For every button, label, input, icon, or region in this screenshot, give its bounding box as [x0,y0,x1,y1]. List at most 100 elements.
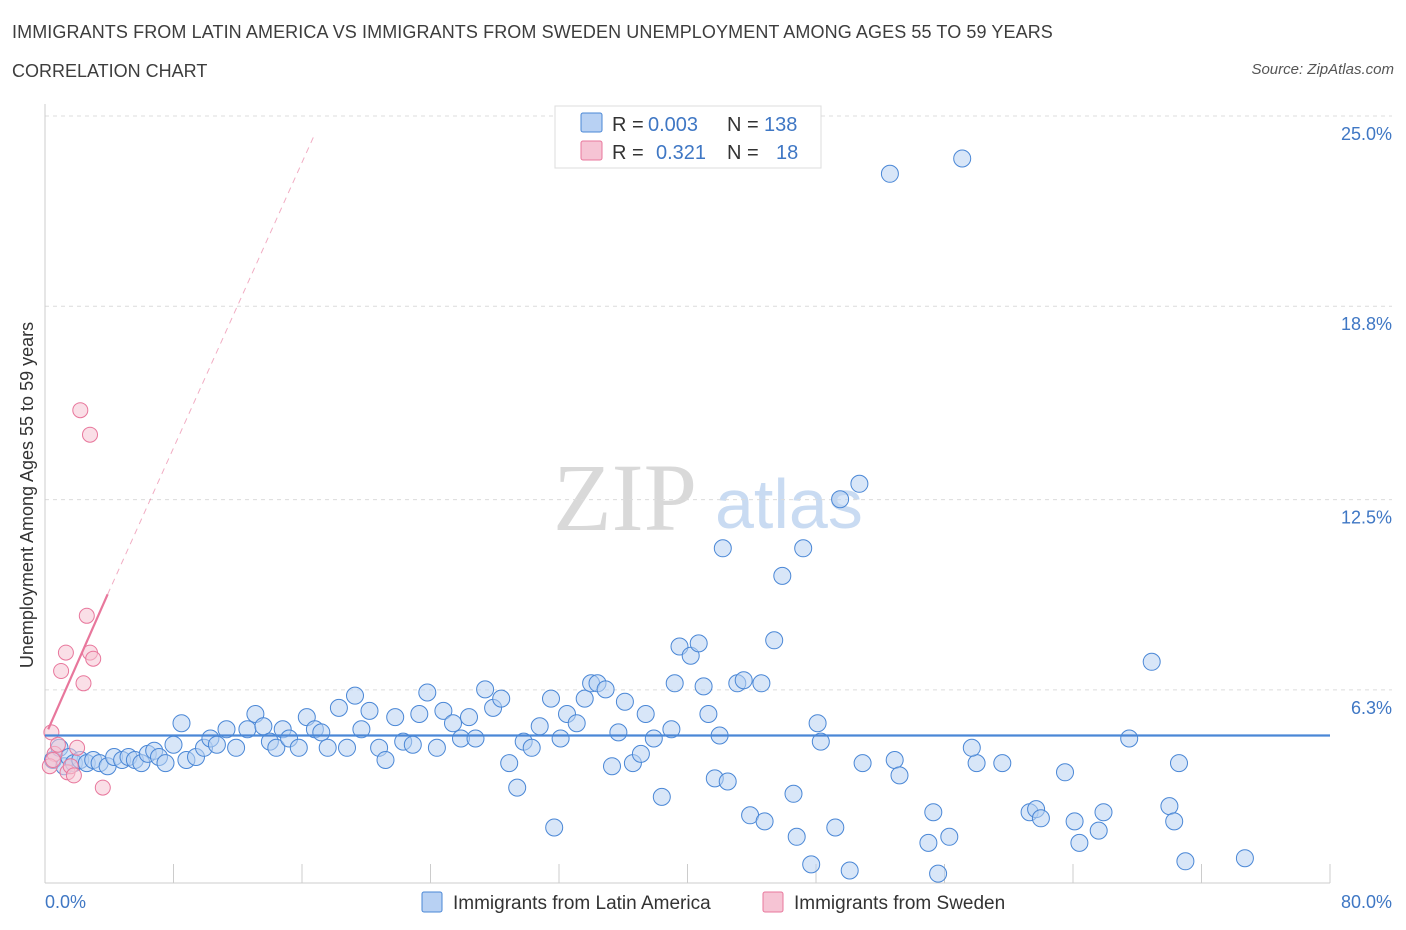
legend-r-value-2: 0.321 [656,142,706,164]
latin-america-point-135 [713,539,732,558]
series-sweden [41,402,111,796]
legend-r-label-2: R = [612,142,644,164]
latin-america-point-75 [609,723,628,742]
latin-america-point-51 [418,683,437,702]
sweden-point-11 [78,607,95,624]
legend-swatch-sweden [580,140,603,161]
latin-america-point-96 [755,812,774,831]
latin-america-point-47 [386,708,405,727]
latin-america-point-70 [575,689,594,708]
latin-america-point-65 [530,717,549,736]
latin-america-point-100 [787,827,806,846]
latin-america-point-79 [636,705,655,723]
latin-america-point-54 [444,714,462,733]
latin-america-point-121 [1031,809,1050,828]
latin-america-point-97 [765,631,784,650]
latin-america-point-61 [500,754,519,773]
latin-america-point-126 [1094,803,1113,822]
latin-america-point-74 [603,757,621,776]
source-label: Source: ZipAtlas.com [1251,61,1394,78]
latin-america-point-127 [1120,729,1139,748]
latin-america-point-107 [850,474,869,493]
x-tick-label-0: 0.0% [45,892,86,912]
watermark-zip: ZIP [553,444,697,551]
latin-america-point-81 [652,787,671,806]
bottom-legend-label-latin-america: Immigrants from Latin America [453,893,711,914]
latin-america-point-106 [840,861,859,880]
bottom-legend-swatch-sweden [762,891,784,913]
latin-america-point-50 [410,705,429,723]
latin-america-point-26 [217,720,236,739]
legend-n-label-1: N = [727,114,759,136]
latin-america-point-102 [808,714,827,733]
latin-america-point-93 [734,671,753,690]
latin-america-point-129 [1160,797,1179,816]
latin-america-point-131 [1170,754,1188,773]
series-latin-america [44,149,1254,883]
latin-america-point-128 [1142,652,1161,671]
latin-america-point-46 [376,751,395,769]
latin-america-point-115 [940,827,959,846]
y-tick-label-1: 12.5% [1341,508,1392,528]
latin-america-point-134 [794,539,813,558]
latin-america-point-83 [665,674,684,693]
latin-america-point-117 [967,754,986,773]
legend-swatch-latin-america [580,112,603,133]
latin-america-point-118 [993,754,1012,773]
latin-america-point-56 [460,708,478,727]
sweden-point-7 [65,767,82,784]
latin-america-point-86 [689,634,708,653]
latin-america-point-39 [318,738,337,757]
latin-america-point-123 [1065,812,1084,831]
correlation-legend: R = 0.003 N = 138 R = 0.321 N = 18 [554,105,822,169]
latin-america-point-43 [352,720,371,739]
latin-america-point-116 [953,149,972,168]
latin-america-point-80 [644,729,663,748]
latin-america-point-67 [551,729,570,748]
trend-line-sweden [47,593,109,730]
latin-america-point-44 [360,701,379,720]
latin-america-point-114 [929,864,948,883]
sweden-point-17 [82,426,98,443]
legend-n-value-1: 138 [764,114,797,136]
latin-america-point-91 [718,772,737,791]
y-tick-label-2: 18.8% [1341,314,1392,334]
legend-r-label-1: R = [612,114,644,136]
trend-lines [45,133,1330,737]
sweden-point-10 [75,675,92,692]
latin-america-point-101 [802,855,821,874]
latin-america-point-124 [1070,833,1089,852]
chart-subtitle: CORRELATION CHART [12,61,208,81]
latin-america-point-52 [427,738,446,757]
latin-america-point-42 [346,686,364,705]
y-tick-label-3: 25.0% [1341,124,1392,144]
latin-america-point-27 [227,738,246,757]
latin-america-point-20 [172,714,191,733]
sweden-point-4 [57,644,74,661]
latin-america-point-111 [890,766,909,785]
latin-america-point-78 [631,744,650,763]
latin-america-point-136 [545,818,564,837]
latin-america-point-112 [919,833,938,852]
sweden-point-8 [69,739,86,756]
latin-america-point-110 [885,751,904,769]
bottom-legend-swatch-latin-america [421,891,443,913]
latin-america-point-88 [699,705,718,723]
latin-america-point-76 [615,692,634,711]
legend-r-value-1: 0.003 [648,114,698,136]
latin-america-point-109 [880,164,899,183]
latin-america-point-113 [924,803,943,822]
latin-america-point-30 [254,717,273,736]
latin-america-point-35 [289,738,308,757]
sweden-point-13 [85,650,102,667]
latin-america-point-82 [662,720,681,739]
trend-dashed-1 [107,133,316,595]
latin-america-point-99 [784,784,803,803]
latin-america-point-69 [567,714,586,733]
chart-title: IMMIGRANTS FROM LATIN AMERICA VS IMMIGRA… [12,22,1053,42]
sweden-point-3 [53,663,70,679]
y-tick-label-0: 6.3% [1351,698,1392,718]
latin-america-point-95 [752,674,771,693]
sweden-point-16 [45,752,61,768]
